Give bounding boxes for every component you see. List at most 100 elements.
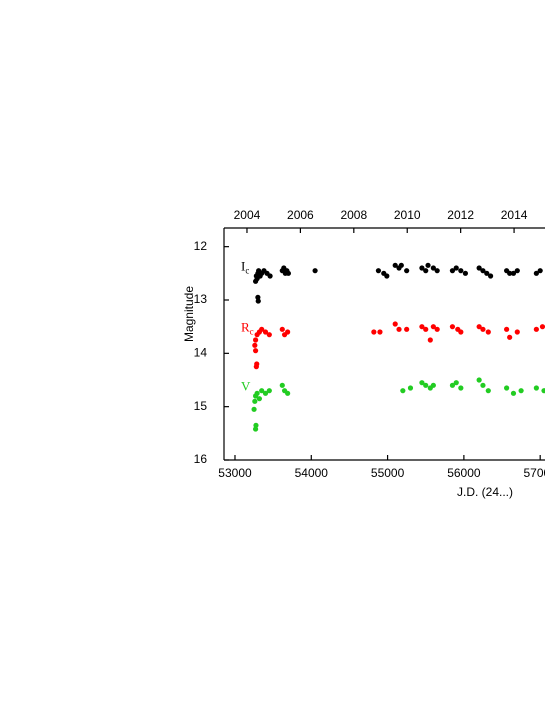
data-point [312, 268, 318, 274]
data-point [430, 265, 436, 271]
x-tick-label: 55000 [371, 466, 405, 480]
data-point [449, 382, 456, 388]
y-tick-label: 12 [194, 239, 208, 253]
x-tick-label: 54000 [295, 466, 329, 480]
data-point [377, 329, 383, 335]
data-point [423, 268, 429, 274]
data-point [480, 326, 486, 332]
data-point [458, 385, 464, 391]
data-point [476, 324, 482, 330]
data-point [480, 382, 486, 388]
data-point [419, 380, 425, 386]
x2-tick-label: 2012 [447, 208, 474, 222]
data-point [487, 273, 494, 279]
data-point [514, 268, 520, 274]
data-point [251, 406, 257, 412]
data-point [518, 388, 524, 394]
data-point [480, 268, 486, 274]
data-point [514, 329, 520, 335]
series-label: V [241, 378, 251, 393]
data-point [476, 265, 482, 271]
data-point [423, 382, 429, 388]
data-point [252, 426, 259, 432]
x2-tick-label: 2006 [287, 208, 314, 222]
data-point [449, 324, 456, 330]
data-point [419, 324, 425, 330]
series-label: Ic [241, 259, 249, 276]
data-point [400, 388, 406, 394]
x2-tick-label: 2010 [394, 208, 421, 222]
data-point [259, 326, 265, 332]
data-point [453, 380, 459, 386]
data-point [504, 326, 510, 332]
data-point [254, 361, 260, 367]
data-point [262, 329, 269, 335]
data-point [425, 262, 431, 268]
data-point [430, 382, 436, 388]
data-point [392, 262, 398, 268]
data-point [533, 326, 539, 332]
x-axis-label: J.D. (24...) [457, 485, 513, 499]
data-point [404, 326, 410, 332]
data-point [256, 396, 263, 402]
data-point [541, 388, 545, 394]
data-point [423, 326, 429, 332]
data-point [504, 385, 510, 391]
data-point [453, 265, 459, 271]
data-point [279, 382, 285, 388]
data-point [254, 390, 260, 396]
y-tick-label: 15 [194, 399, 208, 413]
data-point [458, 329, 464, 335]
data-point [462, 270, 469, 276]
data-point [267, 273, 273, 279]
data-point [252, 342, 258, 348]
data-point [434, 326, 440, 332]
data-point [252, 398, 258, 404]
data-point [533, 270, 539, 276]
data-point [285, 270, 291, 276]
data-point [419, 265, 425, 271]
data-point [485, 388, 491, 394]
data-point [255, 298, 261, 304]
data-point [279, 326, 285, 332]
data-point [458, 268, 464, 274]
data-point [507, 334, 513, 340]
x2-tick-label: 2004 [234, 208, 261, 222]
x-tick-label: 56000 [447, 466, 481, 480]
data-point [485, 329, 491, 335]
data-point [537, 268, 543, 274]
x-tick-label: 53000 [218, 466, 252, 480]
data-point [404, 268, 410, 274]
data-point [430, 324, 436, 330]
x2-tick-label: 2014 [501, 208, 528, 222]
data-point [434, 268, 440, 274]
x2-tick-label: 2008 [340, 208, 367, 222]
y-axis-label: Magnitude [182, 286, 196, 342]
data-point [407, 385, 414, 391]
data-point [384, 273, 390, 279]
data-point [253, 422, 259, 428]
y-tick-label: 14 [194, 346, 208, 360]
data-point [371, 329, 377, 335]
data-point [255, 294, 261, 300]
data-point [533, 385, 539, 391]
data-point [510, 270, 517, 276]
data-point [507, 270, 513, 276]
series-label: Rc [241, 320, 254, 337]
data-point [375, 268, 382, 274]
data-point [262, 390, 269, 396]
data-point [285, 390, 291, 396]
data-point [266, 332, 272, 338]
data-point [539, 324, 545, 330]
data-point [476, 377, 482, 383]
data-point [449, 268, 456, 274]
data-point [392, 321, 398, 327]
x-tick-label: 57000 [523, 466, 545, 480]
data-point [396, 326, 402, 332]
y-tick-label: 16 [194, 452, 208, 466]
data-point [252, 348, 259, 354]
data-point [285, 329, 291, 335]
data-point [484, 270, 490, 276]
data-point [259, 388, 265, 394]
